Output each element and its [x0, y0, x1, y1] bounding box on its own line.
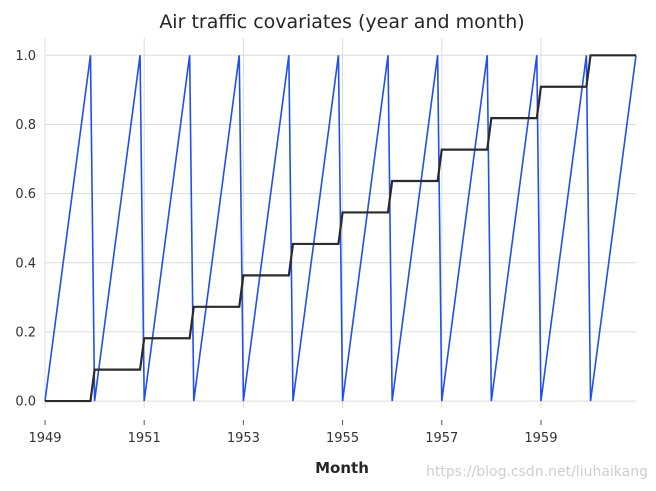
y-tick-label: 0.4: [15, 256, 36, 271]
y-tick-label: 0.2: [15, 325, 36, 340]
series-layer: [44, 54, 637, 403]
year-series-line: [45, 54, 636, 403]
tick-layer: 0.0 0.2 0.4 0.6 0.8 1.0 1949 1951 1953 1955 1957 19…: [15, 49, 557, 446]
x-tick-label: 1955: [326, 431, 359, 446]
x-tick-label: 1959: [524, 431, 557, 446]
chart-title: Air traffic covariates (year and month): [159, 11, 524, 33]
y-tick-label: 0.0: [15, 395, 36, 410]
x-tick-label: 1949: [28, 431, 61, 446]
x-tick-label: 1957: [425, 431, 458, 446]
y-tick-label: 0.6: [15, 187, 36, 202]
y-tick-label: 0.8: [15, 118, 36, 133]
x-axis-label: Month: [315, 459, 369, 477]
x-tick-label: 1953: [227, 431, 260, 446]
x-tick-label: 1951: [128, 431, 161, 446]
y-tick-label: 1.0: [15, 49, 36, 64]
watermark-text: https://blog.csdn.net/liuhaikang: [426, 464, 648, 480]
